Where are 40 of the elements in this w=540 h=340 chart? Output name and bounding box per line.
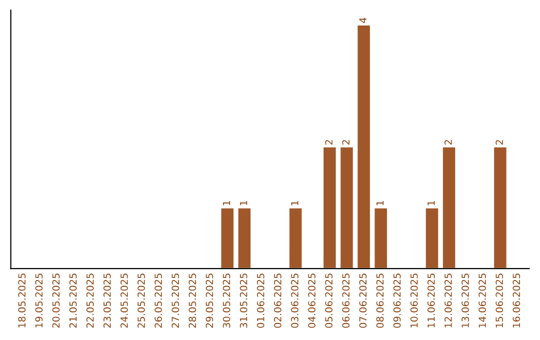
- x-tick-label: 31.05.2025: [240, 274, 248, 328]
- x-tick-label: 15.06.2025: [496, 274, 504, 328]
- x-tick-label: 27.05.2025: [172, 274, 180, 328]
- x-tick-label: 04.06.2025: [308, 274, 316, 328]
- x-tick-label: 14.06.2025: [478, 274, 486, 328]
- x-tick-label: 10.06.2025: [410, 274, 418, 328]
- data-label: 1: [376, 200, 384, 206]
- x-tick-label: 29.05.2025: [206, 274, 214, 328]
- x-tick-label: 08.06.2025: [376, 274, 384, 328]
- x-tick-label: 30.05.2025: [222, 274, 230, 328]
- data-label: 4: [359, 18, 366, 23]
- data-label: 2: [496, 140, 503, 145]
- x-tick-label: 13.06.2025: [462, 274, 469, 328]
- x-tick-label: 02.06.2025: [274, 274, 282, 328]
- x-tick-label: 03.06.2025: [291, 274, 298, 328]
- x-tick-label: 01.06.2025: [256, 274, 264, 328]
- x-tick-label: 21.05.2025: [69, 274, 77, 328]
- x-tick-label: 19.05.2025: [35, 274, 43, 328]
- x-tick-label: 05.06.2025: [325, 274, 333, 328]
- x-tick-label: 26.05.2025: [154, 274, 162, 328]
- x-tick-label: 12.06.2025: [444, 274, 452, 328]
- data-label: 1: [428, 200, 435, 206]
- data-label: 2: [444, 140, 452, 145]
- data-label: 1: [222, 200, 230, 206]
- data-label: 1: [240, 200, 248, 206]
- data-label: 1: [291, 200, 298, 206]
- x-tick-label: 06.06.2025: [342, 274, 350, 328]
- data-label: 2: [325, 140, 332, 145]
- x-tick-label: 11.06.2025: [427, 274, 435, 328]
- data-label: 2: [342, 140, 350, 145]
- x-tick-label: 18.05.2025: [18, 274, 26, 328]
- x-tick-label: 23.05.2025: [103, 274, 111, 328]
- x-tick-label: 22.05.2025: [86, 274, 94, 328]
- x-tick-label: 25.05.2025: [138, 274, 145, 328]
- x-tick-label: 07.06.2025: [359, 274, 367, 328]
- x-tick-label: 09.06.2025: [393, 274, 401, 328]
- x-tick-label: 28.05.2025: [188, 274, 196, 328]
- x-tick-label: 16.06.2025: [512, 274, 520, 328]
- x-tick-label: 24.05.2025: [120, 274, 128, 328]
- x-tick-label: 20.05.2025: [52, 274, 60, 328]
